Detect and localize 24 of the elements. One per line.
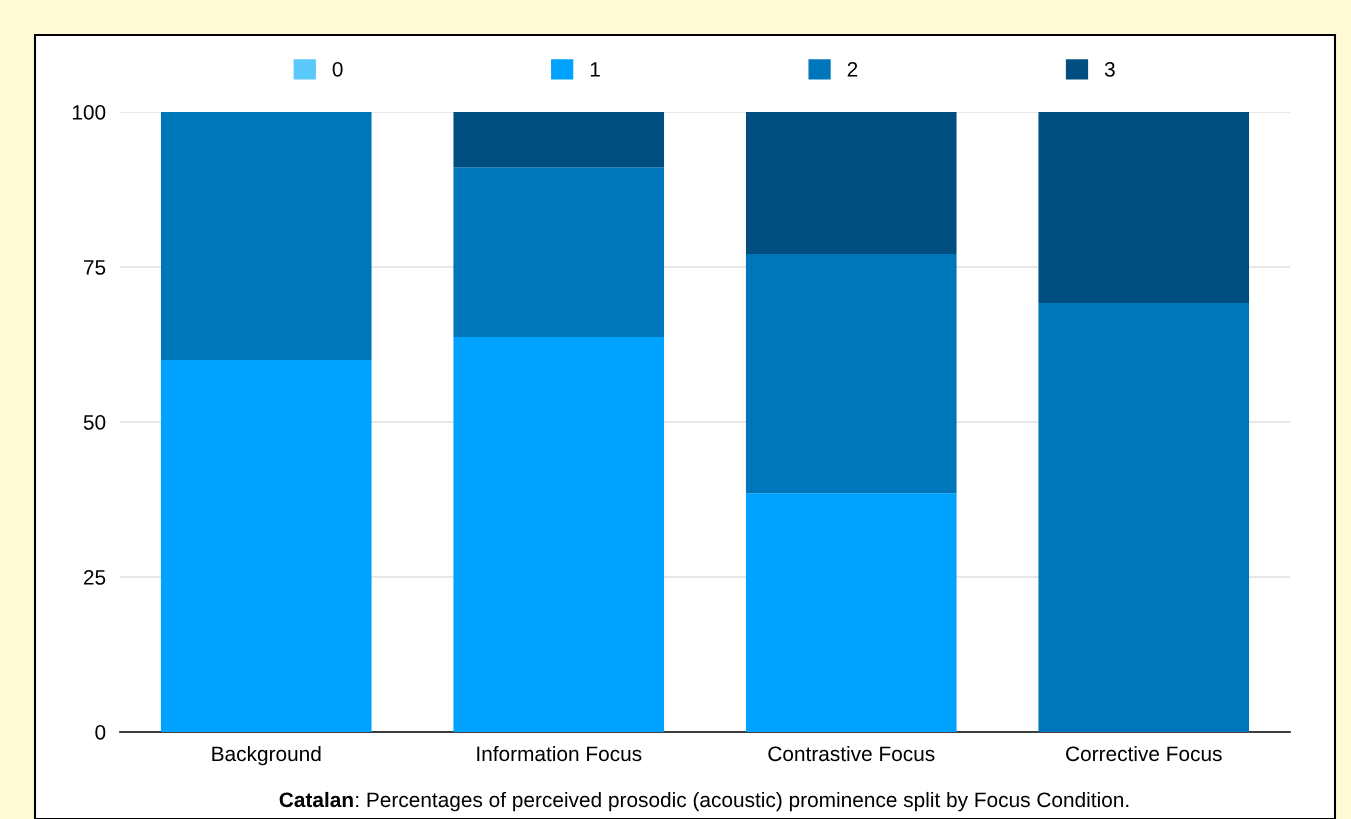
legend-label: 0 xyxy=(332,61,343,77)
y-tick-label: 100 xyxy=(72,105,106,120)
bar xyxy=(1038,112,1250,303)
bar xyxy=(745,493,957,732)
x-tick-label: Corrective Focus xyxy=(1066,745,1222,762)
bar xyxy=(160,360,372,732)
y-tick-label: 0 xyxy=(95,725,106,740)
x-tick-label: Information Focus xyxy=(477,745,642,762)
bar xyxy=(453,112,665,168)
bar xyxy=(1038,302,1250,732)
bar xyxy=(453,337,665,732)
legend-label: 1 xyxy=(590,62,600,77)
legend-label: 2 xyxy=(847,61,858,77)
bar xyxy=(453,167,665,338)
bar xyxy=(745,253,957,494)
x-tick-label: Contrastive Focus xyxy=(768,745,935,762)
x-tick-label: Background xyxy=(212,745,321,766)
bar xyxy=(160,112,372,360)
text: Catalan: Percentages of perceived prosodic (acoustic) prominence split by Focus Condition. xyxy=(279,791,1129,812)
y-tick-label: 25 xyxy=(83,570,106,585)
y-tick-label: 50 xyxy=(83,415,106,430)
bar xyxy=(745,112,957,254)
y-tick-label: 75 xyxy=(84,260,106,275)
legend-label: 3 xyxy=(1104,61,1115,77)
